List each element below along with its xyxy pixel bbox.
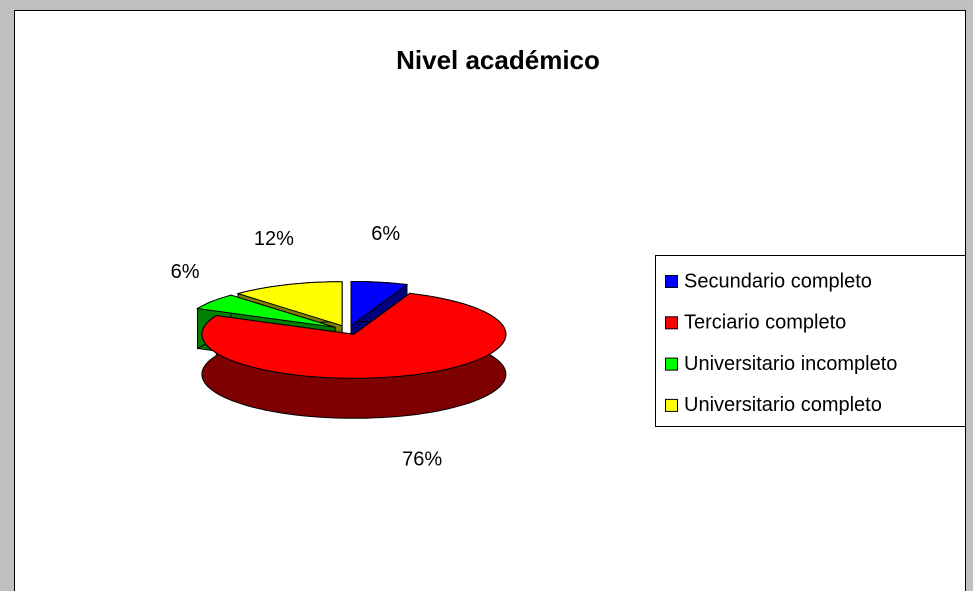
legend-swatch <box>665 398 678 412</box>
legend-swatch <box>665 357 678 371</box>
legend-label: Terciario completo <box>684 312 846 334</box>
legend-label: Universitario completo <box>684 394 882 416</box>
slice <box>201 292 507 379</box>
legend <box>655 255 966 427</box>
legend-label: Universitario incompleto <box>684 353 897 375</box>
slice <box>236 281 343 327</box>
legend-swatch <box>665 275 678 288</box>
data-label: 6% <box>171 261 200 283</box>
legend-label: Secundario completo <box>684 270 872 292</box>
data-label: 12% <box>254 228 294 250</box>
data-label: 6% <box>371 223 400 245</box>
slice <box>195 294 336 328</box>
slice <box>350 281 409 327</box>
legend-swatch <box>665 316 678 330</box>
data-label: 76% <box>402 448 442 470</box>
chart-title: Nivel académico <box>396 45 600 75</box>
